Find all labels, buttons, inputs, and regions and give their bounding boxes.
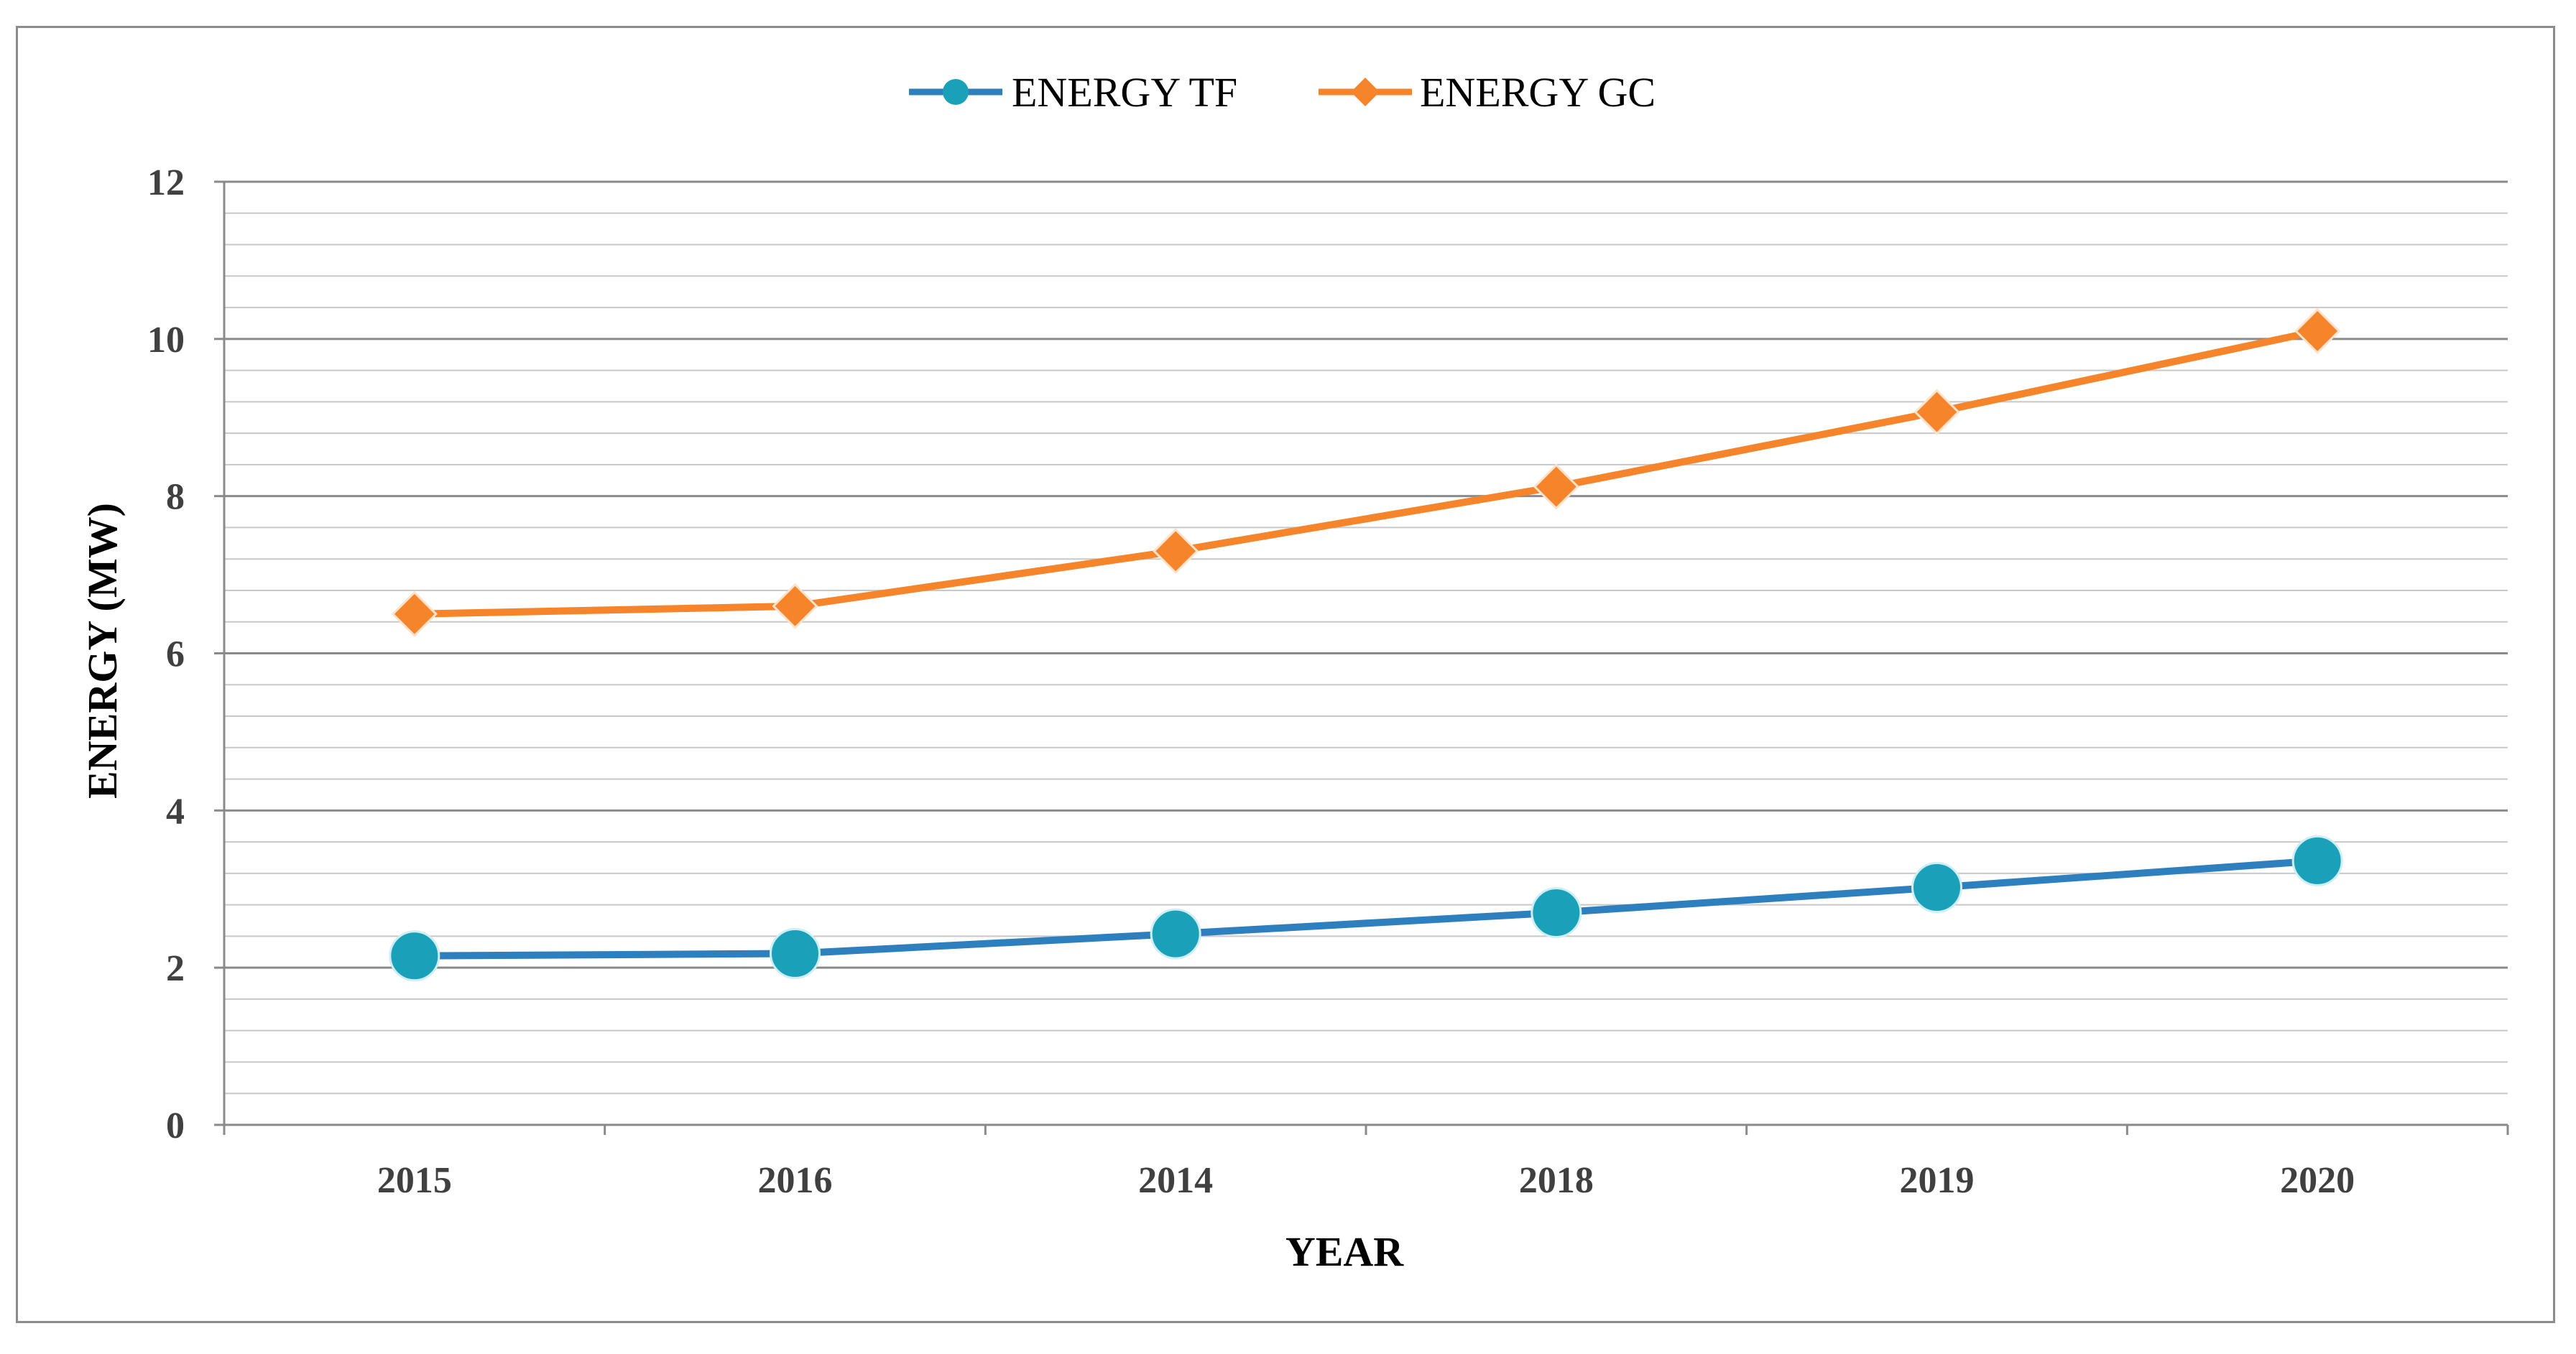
legend-marker-gc — [1351, 78, 1380, 106]
x-tick-label: 2014 — [1138, 1160, 1213, 1201]
x-tick-label: 2019 — [1900, 1160, 1975, 1201]
y-axis-title: ENERGY (MW) — [79, 503, 126, 799]
data-point-tf — [1150, 908, 1201, 960]
x-axis-title: YEAR — [1285, 1228, 1404, 1275]
axes — [214, 180, 2509, 1135]
series-line-tf — [410, 857, 2322, 960]
legend-label-gc: ENERGY GC — [1420, 69, 1656, 116]
y-tick-label: 0 — [166, 1105, 185, 1146]
data-point-gc — [391, 590, 438, 637]
data-point-gc — [1533, 463, 1579, 510]
x-tick-label: 2015 — [377, 1160, 452, 1201]
data-point-gc — [772, 583, 818, 629]
data-point-tf — [770, 927, 821, 979]
data-point-gc — [1153, 528, 1199, 575]
y-tick-label: 4 — [166, 791, 185, 832]
chart-frame — [16, 26, 2555, 1323]
tick-labels: 0 2 4 6 8 10 12 2015 2016 2014 2018 2019 2020 — [147, 162, 2355, 1201]
data-point-gc — [2294, 307, 2341, 355]
data-point-tf — [389, 930, 440, 982]
grid — [224, 180, 2508, 1095]
series-line-gc — [410, 327, 2322, 618]
y-tick-label: 8 — [166, 477, 185, 518]
legend: ENERGY TF ENERGY GC — [909, 69, 1656, 116]
legend-item-tf[interactable]: ENERGY TF — [909, 69, 1237, 116]
legend-item-gc[interactable]: ENERGY GC — [1319, 69, 1656, 116]
x-tick-label: 2020 — [2280, 1160, 2355, 1201]
legend-marker-tf — [943, 79, 969, 105]
data-point-tf — [1911, 862, 1962, 914]
legend-label-tf: ENERGY TF — [1012, 69, 1237, 116]
x-tick-label: 2018 — [1519, 1160, 1594, 1201]
y-tick-label: 6 — [166, 634, 185, 675]
y-tick-label: 10 — [147, 320, 185, 361]
y-tick-label: 12 — [147, 162, 185, 203]
data-point-tf — [2291, 835, 2343, 886]
series-layer — [389, 307, 2343, 982]
x-tick-label: 2016 — [758, 1160, 833, 1201]
y-tick-label: 2 — [166, 948, 185, 989]
data-point-gc — [1913, 389, 1960, 435]
data-point-tf — [1531, 887, 1582, 939]
